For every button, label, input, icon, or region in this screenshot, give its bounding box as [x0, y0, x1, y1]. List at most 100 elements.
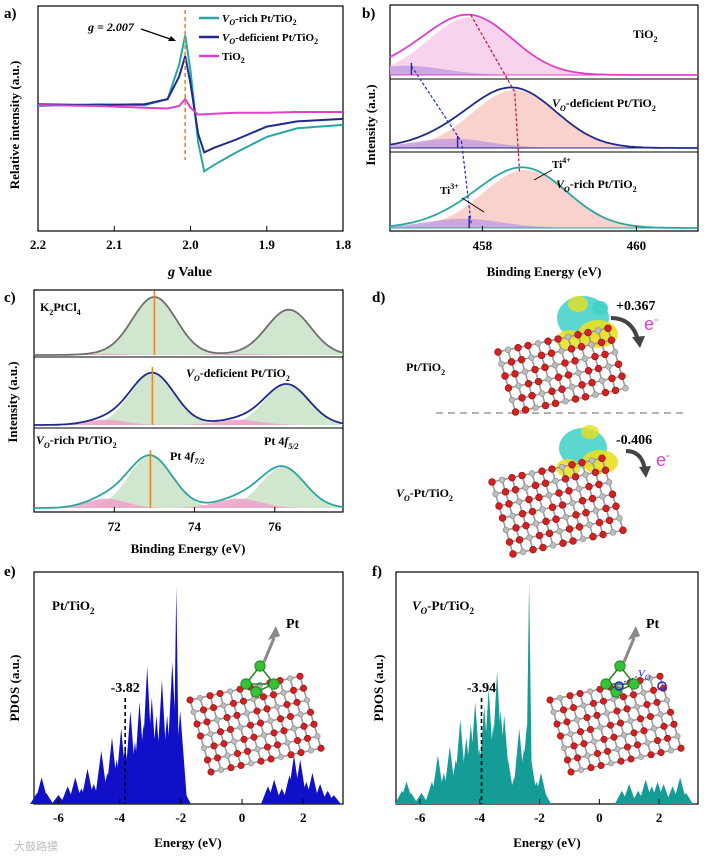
e-tick-label-3: 0	[239, 810, 246, 825]
panel-e-inset-ti-atom	[286, 675, 294, 682]
panel-d-bottom-ti-atom	[588, 457, 596, 464]
panel-f-inset-o-atom	[566, 692, 574, 700]
panel-d-bottom-charge: -0.406	[616, 433, 652, 448]
panel-d-bottom-o-atom	[568, 461, 576, 469]
panel-e-inset-ti-atom	[277, 753, 285, 760]
panel-d-bottom-o-atom	[531, 481, 540, 490]
panel-d-bottom-o-atom	[582, 509, 590, 517]
panel-d-bottom-o-atom	[541, 479, 550, 487]
panel-e-inset-ti-atom	[247, 760, 255, 767]
panel-e-inset-pt-label: Pt	[286, 617, 300, 632]
panel-e-inset-o-atom	[297, 749, 305, 757]
ti4-sup: 4+	[562, 156, 571, 165]
panel-f-inset-o-atom	[613, 707, 621, 715]
row-main: TiO	[633, 27, 653, 41]
panel-d-top-ti-atom	[562, 398, 569, 405]
panel-d-bottom-o-atom	[602, 504, 610, 513]
panel-e-inset-o-atom	[270, 729, 278, 737]
panel-e-inset-o-atom	[203, 718, 211, 726]
panel-e-inset-ti-atom	[307, 747, 315, 754]
panel-d-top-label-main: Pt/TiO	[406, 360, 441, 374]
panel-a-series-group	[37, 35, 344, 173]
panel-d-bottom-o-atom	[572, 511, 580, 519]
panel-d-top-ti-atom	[498, 360, 505, 368]
panel-f-vacancy-marker-b	[657, 681, 667, 691]
panel-d-top-o-atom	[571, 357, 579, 365]
panel-e-inset-o-atom	[253, 707, 261, 715]
panel-f-inset-o-atom	[653, 698, 661, 706]
panel-d-bottom-ti-atom	[539, 506, 546, 513]
panel-f-inset-o-atom	[643, 701, 651, 709]
panel-f-inset-o-atom	[647, 751, 655, 759]
panel-d-bottom-o-atom	[525, 495, 533, 504]
panel-c-tick-label-2: 76	[268, 519, 282, 534]
panel-e-inset-o-atom	[247, 721, 255, 729]
panel-d-top-ti-atom	[528, 354, 535, 361]
panel-b-ti4-fill-2	[390, 170, 698, 228]
panel-e-inset-o-atom	[250, 733, 258, 741]
panel-f-inset-o-atom	[563, 718, 571, 726]
panel-b-ti3-fill-2	[390, 218, 698, 228]
panel-d-top-electron: e-	[644, 312, 658, 334]
panel-f-inset-pt-arrow	[622, 637, 636, 663]
panel-e-pdos-spikes	[30, 586, 341, 804]
panel-d-top-o-atom	[528, 391, 536, 400]
panel-d-top-ti-atom	[598, 377, 606, 384]
panel-d-top-o-atom	[611, 386, 620, 395]
panel-f-inset-o-atom	[593, 750, 601, 758]
panel-d-top-o-atom	[541, 363, 549, 372]
panel-f-inset-o-atom	[573, 754, 581, 762]
panel-f-inset-ti-atom	[597, 724, 604, 731]
panel-b-row-label-1: VO-deficient Pt/TiO2	[552, 96, 656, 113]
panel-d-charge-density: d) Pt/TiO2 VO-Pt/TiO2 +0.367 -0.406 e- e…	[372, 290, 688, 558]
panel-e-inset-o-atom	[227, 764, 235, 772]
panel-e-inset-pt-atom	[240, 678, 252, 690]
panel-d-bottom-o-atom	[518, 509, 527, 518]
pt-b-f: f	[284, 434, 289, 448]
panel-d-top-o-atom	[594, 364, 603, 373]
panel-a-xlabel-g: g	[167, 265, 175, 280]
panel-e-inset-ti-atom	[226, 688, 234, 695]
panel-d-top-label: Pt/TiO2	[406, 360, 445, 377]
panel-f-inset-o-atom	[583, 714, 591, 722]
panel-e-inset-o-atom	[240, 735, 248, 743]
panel-d-top-o-atom	[607, 336, 616, 344]
panel-e-inset-o-atom	[257, 757, 265, 765]
vo-v: V	[638, 668, 646, 680]
panel-f-inset-ti-atom	[580, 702, 587, 709]
panel-f-inset-ti-atom	[637, 753, 645, 760]
panel-a-series-line-0	[37, 35, 344, 173]
panel-b-ti3-label: Ti3+	[440, 182, 459, 197]
panel-f-inset-ti-atom	[646, 675, 654, 682]
panel-d-bottom-o-atom	[512, 524, 520, 532]
panel-d-top-ti-atom	[545, 376, 552, 383]
panel-d-bottom-ti-atom	[569, 499, 576, 507]
panel-f-inset-ti-atom	[560, 744, 568, 752]
panel-e-inset-o-atom	[286, 713, 294, 721]
panel-f-inset-ti-atom	[663, 697, 671, 704]
panel-f-inset-o-atom	[576, 728, 584, 736]
panel-e-inset-ti-atom	[196, 694, 204, 701]
panel-e-inset-ti-atom	[260, 732, 268, 739]
panel-f-inset-ti-atom	[550, 708, 557, 716]
panel-f-inset-o-atom	[636, 715, 644, 723]
pt-a-main: Pt 4	[170, 449, 190, 463]
panel-f-xlabel: Energy (eV)	[513, 835, 581, 850]
panel-f-label: VO-Pt/TiO2	[412, 598, 475, 616]
f-pdos-spike-39	[679, 792, 693, 804]
panel-f-inset-o-atom	[677, 744, 685, 752]
panel-f-inset-o-atom	[640, 727, 648, 735]
panel-c-tick-label-0: 72	[108, 519, 121, 534]
panel-f-inset-o-atom	[569, 704, 577, 712]
panel-e-inset-o-atom	[280, 727, 288, 735]
panel-d-bottom-o-atom	[488, 478, 496, 486]
panel-d-top-o-atom	[564, 371, 573, 379]
panel-d-top-o-atom	[618, 372, 626, 380]
panel-d-top-o-atom	[588, 379, 596, 387]
panel-f-inset-o-atom	[627, 755, 635, 763]
f-tick-label-4: 2	[656, 810, 663, 825]
panel-d-top-slab	[494, 324, 629, 416]
panel-e-inset-o-atom	[236, 685, 244, 693]
panel-f-inset-o-atom	[600, 735, 608, 743]
panel-e-inset-o-atom	[207, 768, 215, 776]
